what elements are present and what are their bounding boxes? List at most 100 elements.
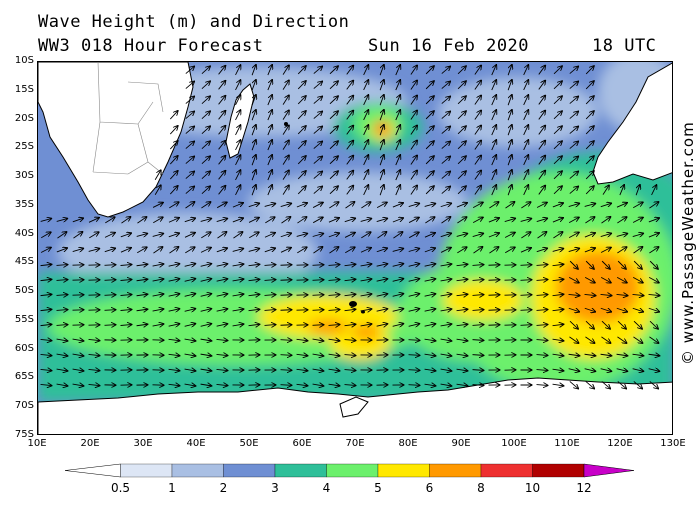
- direction-arrow: [491, 170, 497, 181]
- direction-arrow: [395, 185, 400, 196]
- direction-arrow: [408, 355, 420, 356]
- direction-arrow: [200, 324, 212, 327]
- direction-arrow: [395, 155, 400, 166]
- direction-arrow: [363, 110, 369, 121]
- direction-arrow: [585, 96, 594, 105]
- direction-arrow: [360, 219, 372, 222]
- direction-arrow: [440, 339, 452, 341]
- direction-arrow: [363, 80, 369, 91]
- direction-arrow: [200, 279, 212, 282]
- direction-arrow: [218, 96, 226, 105]
- antarctic-peninsula-shelf: [339, 396, 369, 418]
- direction-arrow: [296, 339, 308, 340]
- direction-arrow: [392, 203, 403, 208]
- direction-arrow: [264, 204, 276, 207]
- direction-arrow: [507, 110, 512, 121]
- direction-arrow: [280, 248, 291, 253]
- direction-arrow: [472, 385, 484, 386]
- direction-arrow: [376, 264, 388, 266]
- direction-arrow: [360, 248, 371, 253]
- direction-arrow: [280, 370, 292, 371]
- direction-arrow: [456, 369, 468, 371]
- direction-arrow: [344, 294, 356, 295]
- direction-arrow: [424, 354, 436, 356]
- direction-arrow: [553, 232, 562, 239]
- direction-arrow: [363, 185, 369, 196]
- direction-arrow: [168, 354, 180, 355]
- forecast-label: WW3 018 Hour Forecast: [38, 36, 264, 56]
- direction-arrow: [248, 264, 260, 265]
- direction-arrow: [568, 308, 579, 311]
- direction-arrow: [648, 233, 659, 238]
- direction-arrow: [121, 217, 130, 224]
- direction-arrow: [154, 185, 161, 195]
- direction-arrow: [200, 339, 212, 341]
- forecast-time: 18 UTC: [592, 36, 657, 56]
- direction-arrow: [282, 155, 289, 165]
- lat-label: 60S: [14, 342, 34, 354]
- direction-arrow: [40, 339, 52, 340]
- direction-arrow: [346, 66, 354, 75]
- direction-arrow: [328, 369, 340, 371]
- lon-label: 100E: [501, 438, 527, 449]
- direction-arrow: [216, 279, 228, 281]
- direction-arrow: [648, 276, 659, 282]
- direction-arrow: [216, 264, 228, 266]
- direction-arrow: [520, 265, 532, 266]
- direction-arrow: [488, 310, 500, 311]
- direction-arrow: [40, 294, 52, 295]
- direction-arrow: [232, 279, 244, 281]
- direction-arrow: [585, 320, 594, 329]
- direction-arrow: [410, 80, 417, 90]
- direction-arrow: [585, 81, 594, 90]
- direction-arrow: [200, 369, 212, 371]
- wave-zone-5-6m: [443, 280, 523, 320]
- direction-arrow: [312, 339, 324, 341]
- direction-arrow: [328, 265, 340, 266]
- direction-arrow: [553, 66, 562, 75]
- direction-arrow: [72, 354, 84, 356]
- direction-arrow: [632, 354, 644, 356]
- direction-arrow: [280, 203, 292, 206]
- direction-arrow: [457, 111, 466, 120]
- direction-arrow: [552, 218, 563, 223]
- direction-arrow: [536, 325, 548, 326]
- direction-arrow: [297, 66, 306, 75]
- direction-arrow: [538, 171, 545, 180]
- direction-arrow: [168, 294, 180, 296]
- direction-arrow: [635, 185, 640, 196]
- direction-arrow: [184, 324, 196, 327]
- direction-arrow: [218, 156, 226, 165]
- wave-map-canvas: [38, 62, 672, 434]
- direction-arrow: [184, 369, 196, 371]
- direction-arrow: [185, 81, 194, 89]
- direction-arrow: [632, 233, 644, 236]
- direction-arrow: [379, 80, 384, 91]
- direction-arrow: [538, 96, 545, 105]
- direction-arrow: [569, 381, 578, 388]
- direction-arrow: [200, 384, 212, 386]
- direction-arrow: [616, 203, 627, 208]
- direction-arrow: [585, 126, 594, 135]
- direction-arrow: [457, 156, 466, 165]
- wave-zone-6-8m: [308, 320, 348, 334]
- direction-arrow: [474, 80, 481, 90]
- direction-arrow: [648, 369, 660, 372]
- direction-arrow: [488, 218, 499, 223]
- direction-arrow: [216, 339, 228, 340]
- direction-arrow: [104, 325, 116, 326]
- direction-arrow: [72, 218, 83, 223]
- direction-arrow: [235, 95, 241, 106]
- direction-arrow: [346, 96, 354, 105]
- direction-arrow: [329, 186, 338, 195]
- wave-zone-8-10m: [375, 122, 389, 134]
- direction-arrow: [441, 217, 450, 224]
- direction-arrow: [440, 264, 452, 266]
- direction-arrow: [267, 155, 272, 166]
- direction-arrow: [217, 232, 226, 239]
- direction-arrow: [585, 186, 594, 195]
- direction-arrow: [328, 233, 339, 238]
- direction-arrow: [392, 249, 404, 252]
- direction-arrow: [360, 279, 372, 281]
- legend-swatch: [480, 463, 533, 478]
